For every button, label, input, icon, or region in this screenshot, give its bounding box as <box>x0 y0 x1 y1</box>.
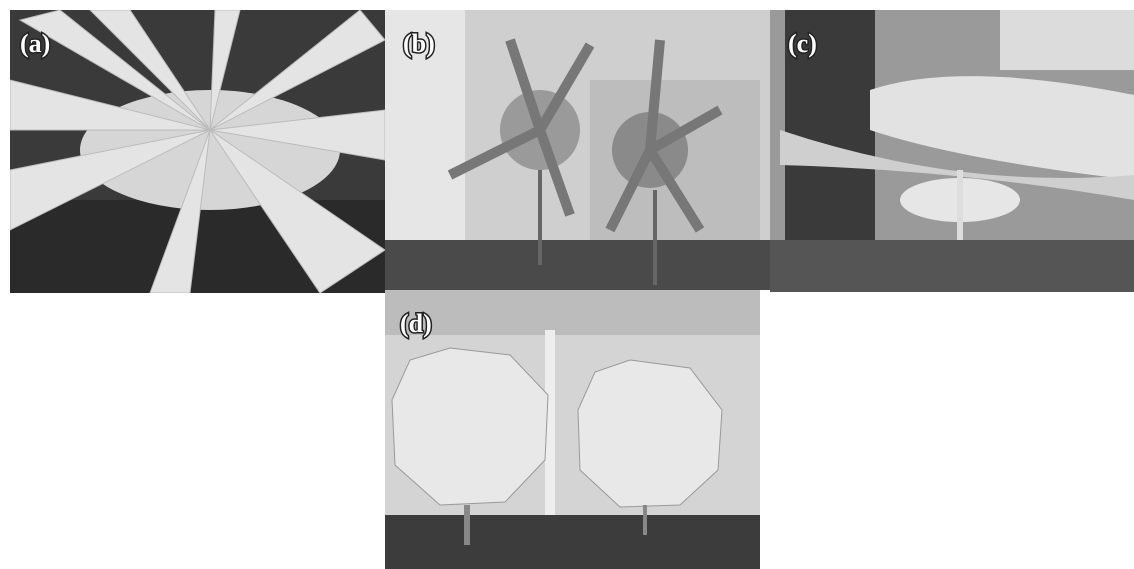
photo-d <box>385 290 760 569</box>
photo-a <box>10 10 385 293</box>
panel-label: (b) <box>403 29 435 58</box>
figure-canvas: (a) (b) (c) (d) <box>0 0 1134 569</box>
photo-b <box>385 10 770 290</box>
panel-label: (a) <box>20 29 50 58</box>
photo-c <box>770 10 1134 292</box>
figure: (a) (b) (c) (d) <box>0 0 1134 569</box>
panel-label: (d) <box>400 309 432 338</box>
panel-label: (c) <box>788 29 817 58</box>
